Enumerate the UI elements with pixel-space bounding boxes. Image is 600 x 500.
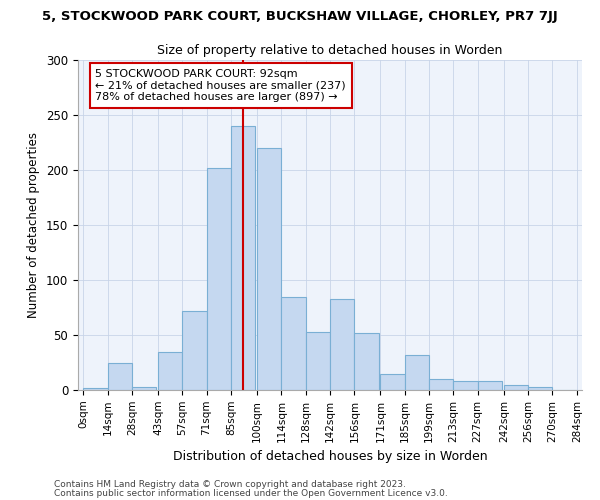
Text: 5 STOCKWOOD PARK COURT: 92sqm
← 21% of detached houses are smaller (237)
78% of : 5 STOCKWOOD PARK COURT: 92sqm ← 21% of d… [95,69,346,102]
Bar [454,381,478,390]
Bar [528,386,553,390]
Bar [405,355,429,390]
Bar [158,352,182,390]
Bar [429,379,454,390]
Text: Contains public sector information licensed under the Open Government Licence v3: Contains public sector information licen… [54,488,448,498]
Bar [504,384,528,390]
Bar [132,386,156,390]
Bar [257,148,281,390]
Title: Size of property relative to detached houses in Worden: Size of property relative to detached ho… [157,44,503,58]
Bar [182,311,206,390]
Bar [305,332,330,390]
Bar [107,362,132,390]
Y-axis label: Number of detached properties: Number of detached properties [28,132,40,318]
Text: 5, STOCKWOOD PARK COURT, BUCKSHAW VILLAGE, CHORLEY, PR7 7JJ: 5, STOCKWOOD PARK COURT, BUCKSHAW VILLAG… [42,10,558,23]
X-axis label: Distribution of detached houses by size in Worden: Distribution of detached houses by size … [173,450,487,463]
Bar [380,374,405,390]
Bar [478,381,502,390]
Bar [330,298,355,390]
Bar [206,168,231,390]
Bar [231,126,255,390]
Bar [281,296,305,390]
Bar [83,388,107,390]
Bar [355,333,379,390]
Text: Contains HM Land Registry data © Crown copyright and database right 2023.: Contains HM Land Registry data © Crown c… [54,480,406,489]
